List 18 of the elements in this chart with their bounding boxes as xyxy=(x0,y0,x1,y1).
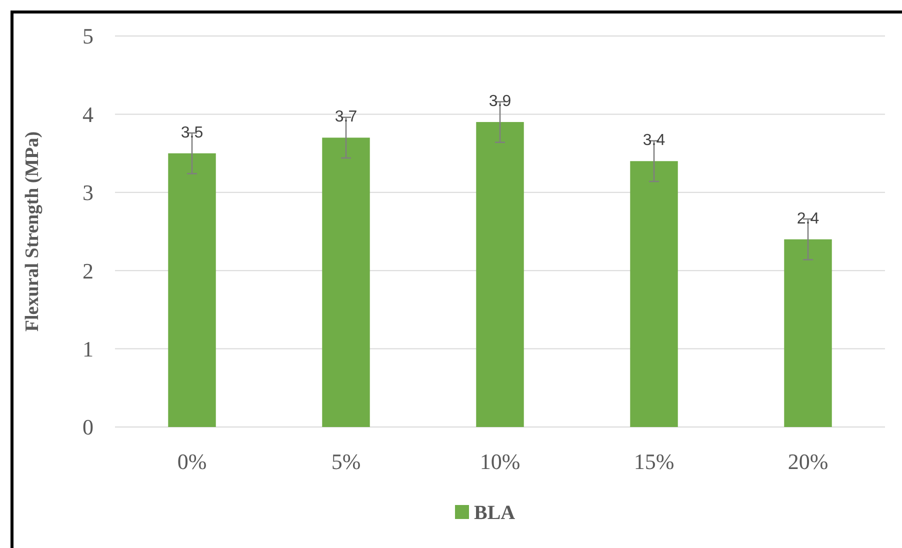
data-label: 3.5 xyxy=(180,124,204,142)
y-tick-label: 2 xyxy=(82,258,94,284)
data-label: 3.4 xyxy=(642,132,666,150)
y-tick-label: 1 xyxy=(82,336,94,362)
y-tick-label: 3 xyxy=(82,180,94,206)
y-tick-label: 0 xyxy=(82,414,94,440)
y-tick-label: 5 xyxy=(82,24,94,49)
y-tick-label: 4 xyxy=(82,102,94,127)
data-label: 3.9 xyxy=(488,93,512,110)
x-tick-label: 0% xyxy=(177,449,207,474)
legend-label: BLA xyxy=(474,502,516,524)
x-tick-label: 10% xyxy=(480,449,520,474)
x-tick-label: 5% xyxy=(331,449,361,474)
y-axis-title: Flexural Strength (MPa) xyxy=(22,131,43,332)
x-tick-label: 15% xyxy=(634,449,674,474)
data-label: 2.4 xyxy=(796,210,820,228)
x-tick-label: 20% xyxy=(788,449,828,474)
data-label: 3.7 xyxy=(334,108,358,126)
